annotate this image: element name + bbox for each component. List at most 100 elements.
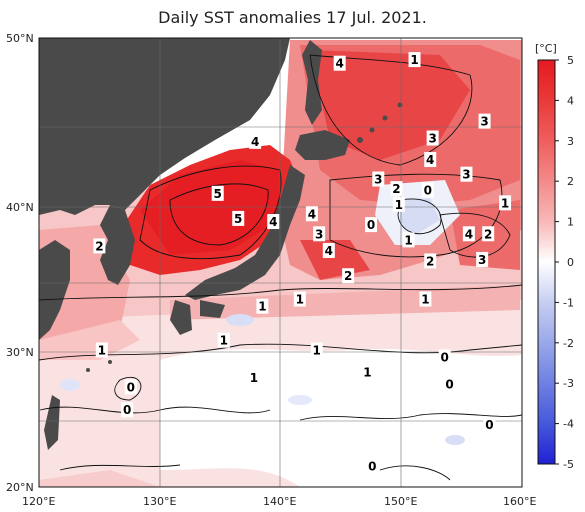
- contour-label-box: [460, 166, 473, 182]
- contour-label-text: 1: [296, 293, 304, 307]
- contour-label: 4: [267, 214, 280, 230]
- contour-label-box: [232, 210, 245, 226]
- contour-label-box: [361, 364, 374, 380]
- land: [39, 38, 403, 450]
- lon-label-150: 150°E: [384, 495, 417, 508]
- colorbar-ticks: 5 4 3 2 1 0 -1 -2 -3 -4 -5: [555, 54, 574, 471]
- contour-label-text: 0: [123, 403, 131, 417]
- contour-label: 4: [322, 242, 335, 258]
- contour-label-text: 0: [127, 380, 135, 394]
- contour-label-box: [211, 185, 224, 201]
- contour-label: 1: [392, 196, 405, 212]
- contour-label: 1: [419, 291, 432, 307]
- contour-label: 0: [366, 458, 379, 474]
- contour-label: 2: [93, 238, 106, 254]
- colorbar-tick-label: -3: [563, 377, 574, 390]
- lat-label-40: 40°N: [6, 201, 34, 214]
- contour-label-text: 1: [395, 198, 403, 212]
- contour-label: 3: [460, 166, 473, 182]
- map-title: Daily SST anomalies 17 Jul. 2021.: [158, 8, 427, 27]
- contour-label-box: [476, 251, 489, 267]
- contour-label-text: 3: [478, 253, 486, 267]
- contour-label-text: 0: [441, 350, 449, 364]
- contour-label: 2: [342, 268, 355, 284]
- contour-label-text: 2: [95, 239, 103, 253]
- contour-label-text: 1: [421, 293, 429, 307]
- contour-label: 4: [462, 226, 475, 242]
- contour-label-box: [483, 416, 496, 432]
- contour-label: 3: [478, 113, 491, 129]
- contour-label: 1: [256, 298, 269, 314]
- contour-label: 4: [424, 152, 437, 168]
- contour-label: 4: [333, 55, 346, 71]
- contour-label-text: 1: [220, 334, 228, 348]
- contour-label: 1: [217, 332, 230, 348]
- contour-label: 5: [211, 185, 224, 201]
- colorbar-scale: [537, 59, 556, 465]
- contour-label-box: [121, 402, 134, 418]
- contour-label-box: [256, 298, 269, 314]
- lat-label-20: 20°N: [6, 481, 34, 494]
- contour-label-box: [390, 181, 403, 197]
- contour-label-box: [462, 226, 475, 242]
- contour-label: 1: [95, 342, 108, 358]
- contour-label: 0: [121, 402, 134, 418]
- contour-label: 1: [310, 342, 323, 358]
- contour-label-box: [310, 342, 323, 358]
- colorbar-tick-label: 2: [567, 175, 574, 188]
- contour-label-text: 1: [250, 371, 258, 385]
- contour-label-text: 0: [485, 418, 493, 432]
- lon-label-120: 120°E: [22, 495, 55, 508]
- contour-label-text: 2: [392, 182, 400, 196]
- contour-label-box: [478, 113, 491, 129]
- contour-label-box: [95, 342, 108, 358]
- contour-label: 1: [402, 232, 415, 248]
- contour-label: 3: [372, 171, 385, 187]
- contour-label-text: 0: [368, 460, 376, 474]
- lon-label-160: 160°E: [503, 495, 536, 508]
- lon-label-140: 140°E: [263, 495, 296, 508]
- contour-label-text: 4: [269, 215, 277, 229]
- contour-label: 4: [249, 133, 262, 149]
- contour-label-box: [217, 332, 230, 348]
- contour-label: 2: [390, 181, 403, 197]
- contour-label-text: 2: [344, 269, 352, 283]
- contour-label-box: [424, 152, 437, 168]
- contour-label-box: [482, 226, 495, 242]
- contour-label-box: [247, 369, 260, 385]
- lat-label-30: 30°N: [6, 346, 34, 359]
- contour-label-box: [333, 55, 346, 71]
- contour-label: 2: [482, 226, 495, 242]
- contour-label-text: 0: [367, 218, 375, 232]
- colorbar-tick-label: 4: [567, 94, 574, 107]
- contour-label-text: 4: [426, 153, 434, 167]
- contour-label-text: 5: [234, 212, 242, 226]
- contour-label: 0: [443, 376, 456, 392]
- contour-label-text: 5: [214, 187, 222, 201]
- contour-label-box: [293, 291, 306, 307]
- contour-label-text: 1: [313, 343, 321, 357]
- lon-label-130: 130°E: [143, 495, 176, 508]
- contour-label-box: [267, 214, 280, 230]
- contour-label-text: 3: [315, 227, 323, 241]
- contour-label-box: [438, 349, 451, 365]
- contour-label: 5: [232, 210, 245, 226]
- contour-label-text: 4: [251, 135, 259, 149]
- contour-label: 1: [247, 369, 260, 385]
- contour-label-box: [499, 195, 512, 211]
- colorbar-tick-label: 0: [567, 256, 574, 269]
- colorbar-tick-label: 3: [567, 135, 574, 148]
- lon-axis: 120°E 130°E 140°E 150°E 160°E: [22, 495, 536, 508]
- contour-label-text: 0: [445, 378, 453, 392]
- contour-label-box: [426, 130, 439, 146]
- contour-label-text: 4: [465, 227, 473, 241]
- contour-label: 3: [313, 226, 326, 242]
- colorbar-unit: [°C]: [535, 42, 557, 55]
- contour-label: 0: [124, 379, 137, 395]
- colorbar-tick-label: 5: [567, 54, 574, 67]
- contour-label: 0: [365, 217, 378, 233]
- lat-axis: 50°N 40°N 30°N 20°N: [6, 32, 34, 494]
- contour-label-box: [402, 232, 415, 248]
- contour-label: 1: [408, 52, 421, 68]
